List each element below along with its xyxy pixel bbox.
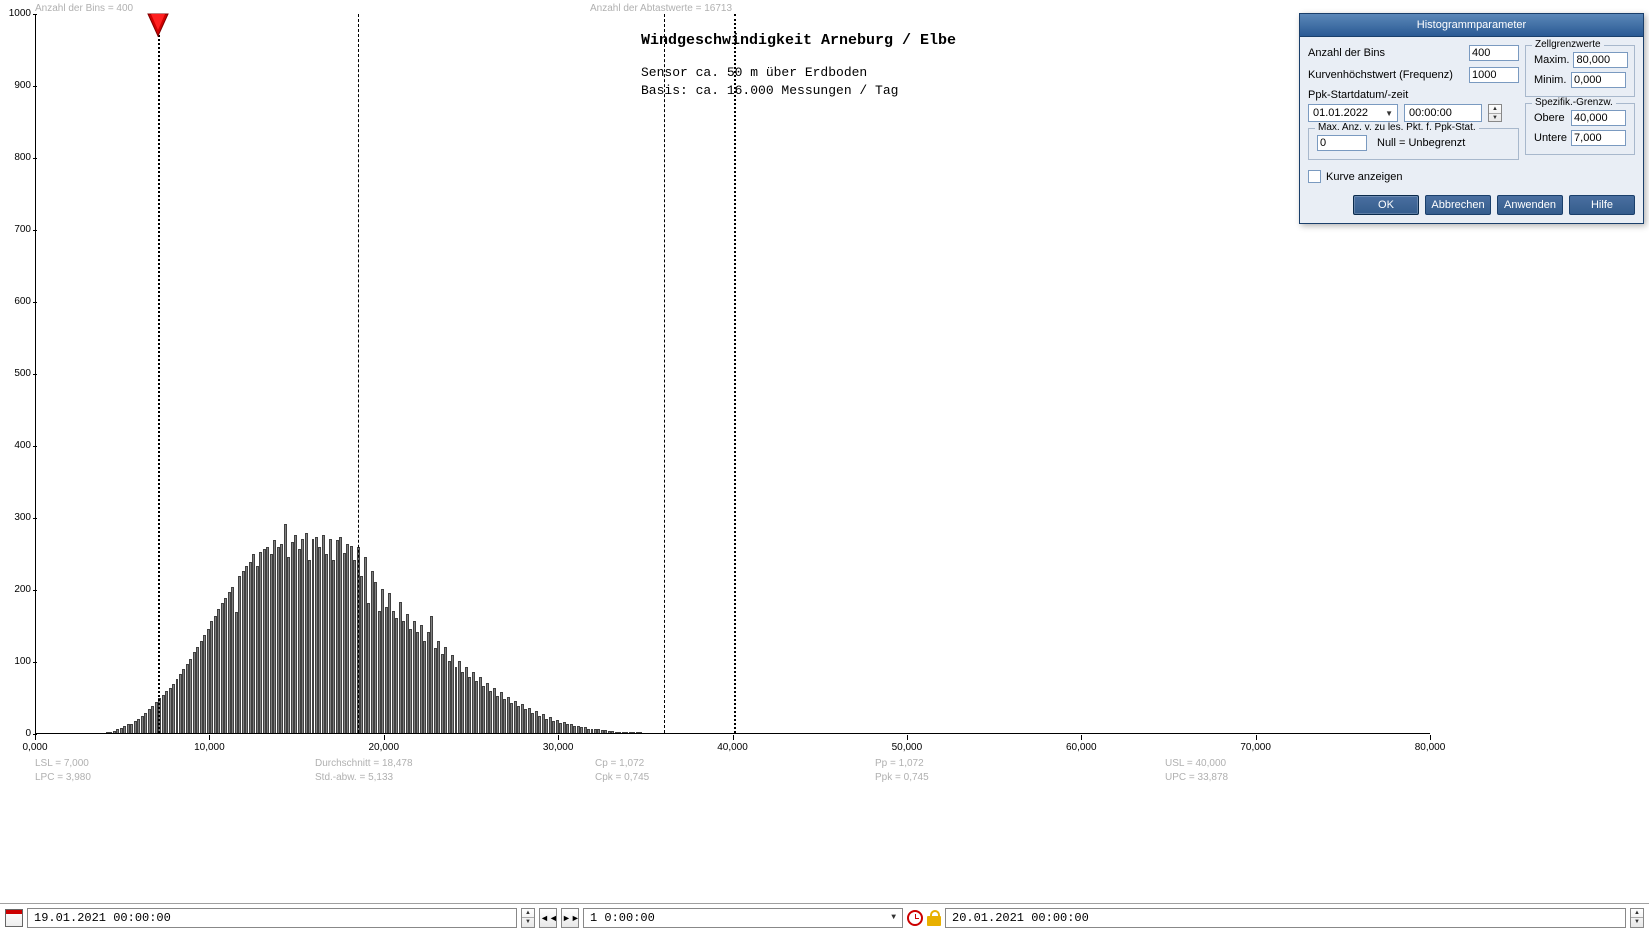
x-tick-label: 0,000: [22, 742, 47, 753]
bins-input[interactable]: [1469, 45, 1519, 61]
chart-subtitle: Sensor ca. 50 m über Erdboden Basis: ca.…: [641, 64, 898, 100]
max-points-input[interactable]: [1317, 135, 1367, 151]
duration-input[interactable]: 1 0:00:00 ▼: [583, 908, 903, 928]
cell-max-label: Maxim.: [1534, 54, 1569, 66]
x-tick-label: 60,000: [1066, 742, 1097, 753]
lock-icon[interactable]: [927, 910, 941, 926]
stat-usl: USL = 40,000: [1165, 758, 1226, 769]
chart-title: Windgeschwindigkeit Arneburg / Elbe: [641, 32, 1061, 49]
show-curve-label: Kurve anzeigen: [1326, 171, 1402, 183]
histogram-bar: [639, 732, 642, 733]
ppk-date-value: 01.01.2022: [1313, 107, 1368, 119]
start-datetime-input[interactable]: 19.01.2021 00:00:00: [27, 908, 517, 928]
spec-limits-fieldset: Spezifik.-Grenzw. Obere Untere: [1525, 103, 1635, 155]
subtitle-line-2: Basis: ca. 16.000 Messungen / Tag: [641, 82, 898, 100]
ppk-time-spinner[interactable]: ▲▼: [1488, 104, 1502, 122]
bins-label: Anzahl der Bins: [1308, 47, 1385, 59]
ppk-time-value: 00:00:00: [1409, 107, 1452, 119]
stat-cp: Cp = 1,072: [595, 758, 644, 769]
end-time-spinner[interactable]: ▲▼: [1630, 908, 1644, 928]
null-unlimited-label: Null = Unbegrenzt: [1377, 137, 1465, 149]
y-tick-label: 200: [1, 584, 31, 595]
stat-lsl: LSL = 7,000: [35, 758, 89, 769]
stat-lpc: LPC = 3,980: [35, 772, 91, 783]
curve-max-input[interactable]: [1469, 67, 1519, 83]
samples-count-label: Anzahl der Abtastwerte = 16713: [590, 3, 732, 14]
start-datetime-value: 19.01.2021 00:00:00: [34, 911, 171, 925]
cell-min-input[interactable]: [1571, 72, 1626, 88]
curve-max-label: Kurvenhöchstwert (Frequenz): [1308, 69, 1453, 81]
spec-line: [664, 14, 665, 733]
spec-lower-input[interactable]: [1571, 130, 1626, 146]
x-tick-label: 40,000: [717, 742, 748, 753]
y-tick-label: 700: [1, 224, 31, 235]
stat-upc: UPC = 33,878: [1165, 772, 1228, 783]
x-tick-label: 50,000: [892, 742, 923, 753]
nav-prev-button[interactable]: ◄◄: [539, 908, 557, 928]
y-tick-label: 900: [1, 80, 31, 91]
cancel-button[interactable]: Abbrechen: [1425, 195, 1491, 215]
y-tick-label: 300: [1, 512, 31, 523]
stat-ppk: Ppk = 0,745: [875, 772, 929, 783]
histogram-parameters-dialog: Histogrammparameter Anzahl der Bins Kurv…: [1299, 13, 1644, 224]
ok-button[interactable]: OK: [1353, 195, 1419, 215]
apply-button[interactable]: Anwenden: [1497, 195, 1563, 215]
calendar-icon[interactable]: [5, 909, 23, 927]
spec-upper-input[interactable]: [1571, 110, 1626, 126]
x-tick-label: 30,000: [543, 742, 574, 753]
stat-pp: Pp = 1,072: [875, 758, 924, 769]
ppk-date-input[interactable]: 01.01.2022 ▼: [1308, 104, 1398, 122]
start-time-spinner[interactable]: ▲▼: [521, 908, 535, 928]
time-navigation-bar: 19.01.2021 00:00:00 ▲▼ ◄◄ ►► 1 0:00:00 ▼…: [0, 903, 1649, 931]
x-tick-label: 20,000: [368, 742, 399, 753]
stat-std: Std.-abw. = 5,133: [315, 772, 393, 783]
dialog-title: Histogrammparameter: [1300, 14, 1643, 37]
cell-max-input[interactable]: [1573, 52, 1628, 68]
y-tick-label: 400: [1, 440, 31, 451]
y-tick-label: 800: [1, 152, 31, 163]
x-axis: 0,00010,00020,00030,00040,00050,00060,00…: [35, 735, 1430, 750]
max-points-fieldset: Max. Anz. v. zu les. Pkt. f. Ppk-Stat. N…: [1308, 128, 1519, 160]
lsl-marker-icon: [143, 12, 173, 45]
x-tick-label: 80,000: [1415, 742, 1446, 753]
max-points-legend: Max. Anz. v. zu les. Pkt. f. Ppk-Stat.: [1315, 122, 1479, 133]
end-datetime-input[interactable]: 20.01.2021 00:00:00: [945, 908, 1626, 928]
nav-next-button[interactable]: ►►: [561, 908, 579, 928]
x-tick-label: 10,000: [194, 742, 225, 753]
subtitle-line-1: Sensor ca. 50 m über Erdboden: [641, 64, 898, 82]
spec-line: [358, 14, 359, 733]
cell-limits-fieldset: Zellgrenzwerte Maxim. Minim.: [1525, 45, 1635, 97]
spec-lower-label: Untere: [1534, 132, 1567, 144]
cell-min-label: Minim.: [1534, 74, 1566, 86]
spec-limits-legend: Spezifik.-Grenzw.: [1532, 97, 1616, 108]
spec-line: [158, 14, 160, 733]
show-curve-checkbox[interactable]: [1308, 170, 1321, 183]
help-button[interactable]: Hilfe: [1569, 195, 1635, 215]
ppk-time-input[interactable]: 00:00:00: [1404, 104, 1482, 122]
y-tick-label: 0: [1, 728, 31, 739]
spec-upper-label: Obere: [1534, 112, 1565, 124]
spec-line: [734, 14, 736, 733]
y-axis: 01002003004005006007008009001000: [0, 14, 33, 734]
chevron-down-icon: ▼: [1385, 109, 1393, 118]
y-tick-label: 600: [1, 296, 31, 307]
histogram-chart: Windgeschwindigkeit Arneburg / Elbe Sens…: [35, 14, 1430, 734]
stat-avg: Durchschnitt = 18,478: [315, 758, 413, 769]
cell-limits-legend: Zellgrenzwerte: [1532, 39, 1604, 50]
bins-count-label: Anzahl der Bins = 400: [35, 3, 133, 14]
stat-cpk: Cpk = 0,745: [595, 772, 649, 783]
y-tick-label: 1000: [1, 8, 31, 19]
x-tick-label: 70,000: [1240, 742, 1271, 753]
y-tick-label: 500: [1, 368, 31, 379]
duration-value: 1 0:00:00: [590, 911, 655, 925]
ppk-start-label: Ppk-Startdatum/-zeit: [1308, 89, 1408, 101]
end-datetime-value: 20.01.2021 00:00:00: [952, 911, 1089, 925]
y-tick-label: 100: [1, 656, 31, 667]
clock-icon[interactable]: [907, 910, 923, 926]
chevron-down-icon: ▼: [891, 913, 896, 922]
